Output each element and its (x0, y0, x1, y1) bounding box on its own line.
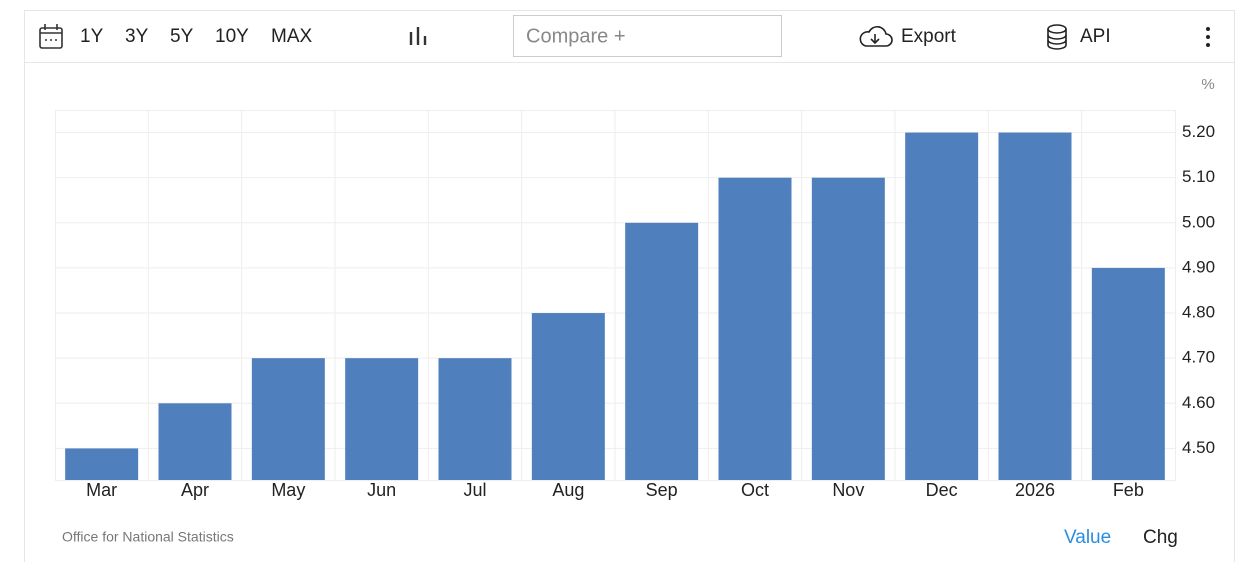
bar (905, 132, 979, 480)
x-tick-label: Sep (646, 480, 678, 500)
x-tick-label: Feb (1113, 480, 1144, 500)
compare-box[interactable] (513, 15, 782, 57)
api-icon[interactable] (1047, 24, 1067, 50)
bar (1091, 267, 1165, 480)
unit-label: % (1201, 76, 1214, 93)
x-tick-label: Apr (181, 480, 209, 500)
calendar-icon[interactable] (39, 24, 63, 49)
bar (438, 358, 512, 480)
range-button[interactable]: MAX (271, 26, 313, 47)
export-button[interactable]: Export (901, 26, 957, 47)
bar (625, 222, 699, 480)
export-icon[interactable] (859, 26, 893, 47)
y-tick-label: 5.20 (1182, 122, 1215, 141)
compare-input[interactable]: Compare + (526, 25, 626, 47)
y-tick-label: 5.10 (1182, 167, 1215, 186)
y-tick-label: 4.70 (1182, 348, 1215, 367)
y-tick-label: 4.90 (1182, 257, 1215, 276)
bar (531, 313, 605, 480)
bar (998, 132, 1072, 480)
source: Office for National Statistics (62, 529, 234, 545)
x-tick-label: Jun (367, 480, 396, 500)
x-tick-label: Nov (832, 480, 864, 500)
more-menu[interactable] (1206, 27, 1210, 47)
x-tick-label: Oct (741, 480, 769, 500)
x-tick-label: May (271, 480, 305, 500)
chart-type-icon[interactable] (409, 27, 427, 45)
chg-tab[interactable]: Chg (1143, 527, 1178, 548)
value-tab[interactable]: Value (1064, 527, 1111, 548)
bar (345, 358, 419, 480)
range-button[interactable]: 1Y (80, 26, 104, 47)
x-tick-label: Mar (86, 480, 117, 500)
y-tick-label: 4.50 (1182, 438, 1215, 457)
range-button[interactable]: 10Y (215, 26, 249, 47)
x-tick-label: Aug (552, 480, 584, 500)
api-button[interactable]: API (1080, 26, 1111, 47)
y-tick-label: 5.00 (1182, 212, 1215, 231)
range-button[interactable]: 5Y (170, 26, 194, 47)
bar (158, 403, 232, 480)
x-tick-label: Dec (926, 480, 958, 500)
bar (811, 177, 885, 480)
x-tick-label: 2026 (1015, 480, 1055, 500)
y-tick-label: 4.80 (1182, 303, 1215, 322)
bar (251, 358, 325, 480)
range-button[interactable]: 3Y (125, 26, 149, 47)
x-tick-label: Jul (463, 480, 486, 500)
y-tick-label: 4.60 (1182, 393, 1215, 412)
bar (65, 448, 139, 480)
bar (718, 177, 792, 480)
